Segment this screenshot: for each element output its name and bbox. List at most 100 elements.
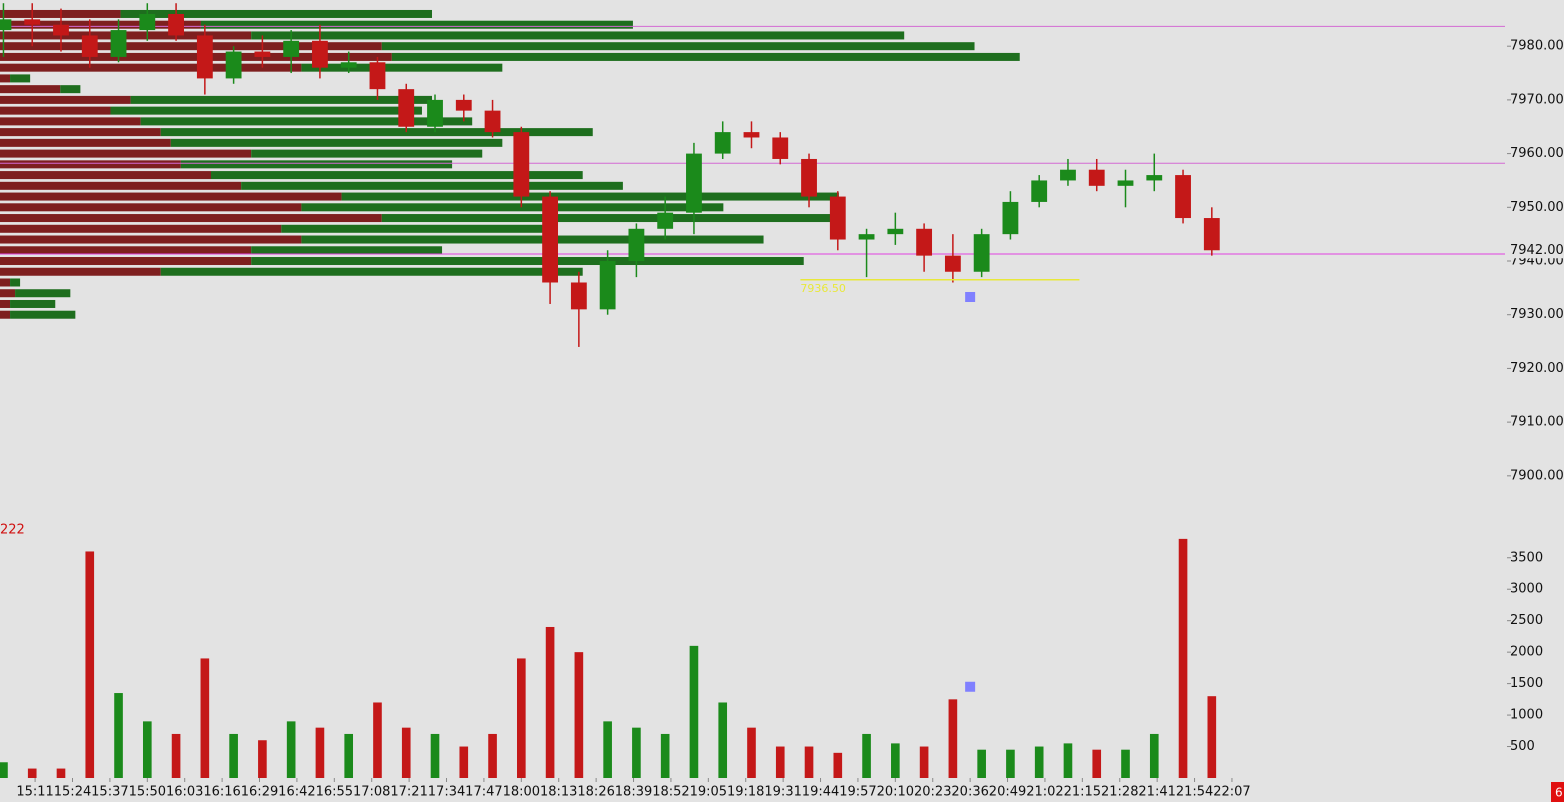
volume-bar xyxy=(1178,538,1188,778)
profile-bar xyxy=(0,224,282,233)
profile-bar xyxy=(241,181,623,190)
x-tick-label: 20:23 xyxy=(914,785,951,800)
x-tick-label: 19:31 xyxy=(764,785,801,800)
y-tick-label: 7900.00 xyxy=(1510,468,1564,483)
profile-bar xyxy=(0,149,252,158)
x-tick-label: 21:15 xyxy=(1064,785,1101,800)
x-tick-label: 16:03 xyxy=(166,785,203,800)
x-tick-label: 15:50 xyxy=(129,785,166,800)
x-tick-label: 19:05 xyxy=(690,785,727,800)
volume-bar xyxy=(1006,749,1015,778)
x-tick-label: 21:41 xyxy=(1138,785,1175,800)
candle-body xyxy=(1175,175,1191,219)
y-tick-label: 2500 xyxy=(1510,613,1543,628)
volume-bar xyxy=(833,752,843,778)
candle-body xyxy=(1117,180,1134,186)
profile-bar xyxy=(0,85,61,94)
volume-bar xyxy=(142,721,152,778)
profile-bar xyxy=(251,257,804,266)
profile-bar xyxy=(381,214,844,223)
candle-body xyxy=(81,35,98,57)
volume-bar xyxy=(1121,749,1130,778)
profile-bar xyxy=(120,9,433,18)
volume-bar xyxy=(862,733,871,778)
profile-bar xyxy=(0,171,211,180)
x-tick-label: 16:55 xyxy=(316,785,353,800)
candle-body xyxy=(743,132,760,138)
last-price-box xyxy=(1507,242,1564,259)
volume-bar xyxy=(718,702,728,778)
profile-bar xyxy=(0,235,302,244)
candle-body xyxy=(312,40,328,68)
y-tick-label: 7910.00 xyxy=(1510,415,1564,430)
candle-body xyxy=(513,132,530,197)
candle-body xyxy=(686,153,702,213)
candle-body xyxy=(570,282,587,310)
x-tick-label: 21:54 xyxy=(1176,785,1213,800)
volume-bar xyxy=(0,762,8,778)
candle-body xyxy=(369,62,386,90)
x-tick-label: 20:36 xyxy=(951,785,988,800)
volume-bar xyxy=(891,743,900,778)
candle-body xyxy=(599,261,616,310)
x-tick-label: 20:10 xyxy=(877,785,914,800)
volume-bar xyxy=(545,626,555,778)
y-tick-label: 7950.00 xyxy=(1510,200,1564,215)
volume-bar xyxy=(1092,749,1102,778)
profile-bar xyxy=(60,85,81,94)
y-tick-label: 1000 xyxy=(1510,708,1543,723)
candle-body xyxy=(1031,180,1048,202)
profile-bar xyxy=(140,117,473,126)
profile-bar xyxy=(0,299,11,308)
candle-body xyxy=(427,99,443,127)
volume-bar xyxy=(1063,743,1073,778)
volume-bar xyxy=(286,721,296,778)
y-tick-label: 500 xyxy=(1510,739,1535,754)
profile-bar xyxy=(10,310,76,319)
x-tick-label: 16:29 xyxy=(241,785,278,800)
x-tick-label: 16:16 xyxy=(203,785,240,800)
volume-bar xyxy=(1207,696,1217,778)
profile-bar xyxy=(0,138,171,147)
profile-bar xyxy=(160,267,583,276)
profile-bar xyxy=(0,289,16,298)
profile-bar xyxy=(110,106,422,115)
x-tick-label: 18:39 xyxy=(615,785,652,800)
candle-body xyxy=(829,196,846,240)
volume-bar xyxy=(344,733,354,778)
y-tick-label: 7920.00 xyxy=(1510,361,1564,376)
profile-bar xyxy=(0,310,11,319)
volume-bar xyxy=(919,746,929,778)
x-tick-label: 15:37 xyxy=(91,785,128,800)
profile-bar xyxy=(251,149,483,158)
x-tick-label: 21:02 xyxy=(1026,785,1063,800)
profile-bar xyxy=(0,160,181,169)
volume-bar xyxy=(200,658,210,778)
candle-body xyxy=(283,40,300,57)
profile-bar xyxy=(391,52,1020,61)
marker xyxy=(965,291,976,302)
profile-bar xyxy=(0,63,302,72)
marker xyxy=(965,681,976,692)
volume-bar xyxy=(27,768,37,778)
y-tick-label: 7980.00 xyxy=(1510,39,1564,54)
x-tick-label: 18:26 xyxy=(577,785,614,800)
x-tick-label: 20:49 xyxy=(989,785,1026,800)
volume-bar xyxy=(603,721,612,778)
profile-bar xyxy=(0,267,161,276)
candle-body xyxy=(916,228,933,256)
candle-body xyxy=(168,13,184,36)
profile-bar xyxy=(15,289,71,298)
volume-bar xyxy=(229,733,238,778)
x-tick-label: 18:00 xyxy=(503,785,540,800)
x-tick-label: 21:28 xyxy=(1101,785,1138,800)
profile-bar xyxy=(160,128,593,137)
x-tick-label: 15:11 xyxy=(16,785,53,800)
profile-bar xyxy=(10,74,31,83)
profile-bar xyxy=(0,246,252,255)
volume-bar xyxy=(85,551,95,778)
y-tick-label: 2000 xyxy=(1510,645,1543,660)
profile-bar xyxy=(251,246,443,255)
candle-body xyxy=(1088,169,1105,186)
